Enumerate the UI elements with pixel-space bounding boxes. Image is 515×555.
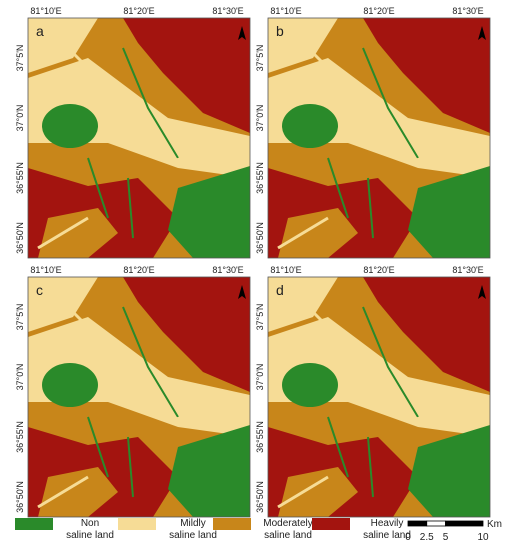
lat-label: 37°5'N [255, 304, 265, 331]
legend-label: Moderately [263, 518, 312, 529]
map-panel [268, 277, 490, 517]
lon-label: 81°10'E [270, 6, 301, 16]
lat-label: 37°0'N [15, 105, 25, 132]
scale-segment [445, 520, 484, 527]
legend-label: Mildly [180, 518, 206, 529]
panel-label: a [36, 23, 44, 39]
panel-label: c [36, 282, 43, 298]
legend-label: saline land [264, 530, 312, 541]
lat-label: 36°55'N [15, 421, 25, 453]
lon-label: 81°20'E [123, 265, 154, 275]
lat-label: 36°55'N [255, 421, 265, 453]
lat-label: 36°50'N [15, 222, 25, 254]
panel-label: b [276, 23, 284, 39]
lat-label: 36°55'N [15, 162, 25, 194]
lon-label: 81°30'E [452, 6, 483, 16]
lat-label: 37°5'N [15, 45, 25, 72]
lon-label: 81°10'E [270, 265, 301, 275]
scale-unit: Km [487, 519, 502, 530]
lon-label: 81°20'E [123, 6, 154, 16]
legend-swatch [118, 518, 156, 530]
map-frame [27, 276, 251, 518]
scale-label: 10 [477, 532, 489, 543]
scale-label: 2.5 [420, 532, 434, 543]
lat-label: 36°50'N [15, 481, 25, 513]
legend-swatch [312, 518, 350, 530]
lat-label: 36°55'N [255, 162, 265, 194]
panel-label: d [276, 282, 284, 298]
legend-label: saline land [169, 530, 217, 541]
map-frame [27, 17, 251, 259]
legend-swatch [15, 518, 53, 530]
lon-label: 81°10'E [30, 265, 61, 275]
scale-segment [426, 520, 446, 527]
lat-label: 37°0'N [255, 364, 265, 391]
lat-label: 37°5'N [15, 304, 25, 331]
map-panel [268, 18, 490, 258]
lon-label: 81°20'E [363, 6, 394, 16]
lat-label: 37°5'N [255, 45, 265, 72]
lat-label: 36°50'N [255, 481, 265, 513]
scale-label: 5 [443, 532, 449, 543]
scale-label: 0 [405, 532, 411, 543]
lon-label: 81°10'E [30, 6, 61, 16]
map-frame [267, 276, 491, 518]
lat-label: 37°0'N [255, 105, 265, 132]
lon-label: 81°30'E [452, 265, 483, 275]
lon-label: 81°30'E [212, 265, 243, 275]
map-frame [267, 17, 491, 259]
map-panel [28, 277, 250, 517]
legend-label: Heavily [371, 518, 404, 529]
legend-label: saline land [66, 530, 114, 541]
lon-label: 81°20'E [363, 265, 394, 275]
lat-label: 37°0'N [15, 364, 25, 391]
lat-label: 36°50'N [255, 222, 265, 254]
legend-label: Non [81, 518, 99, 529]
legend-label: saline land [363, 530, 411, 541]
lon-label: 81°30'E [212, 6, 243, 16]
scale-segment [407, 520, 428, 527]
legend-swatch [213, 518, 251, 530]
map-panel [28, 18, 250, 258]
